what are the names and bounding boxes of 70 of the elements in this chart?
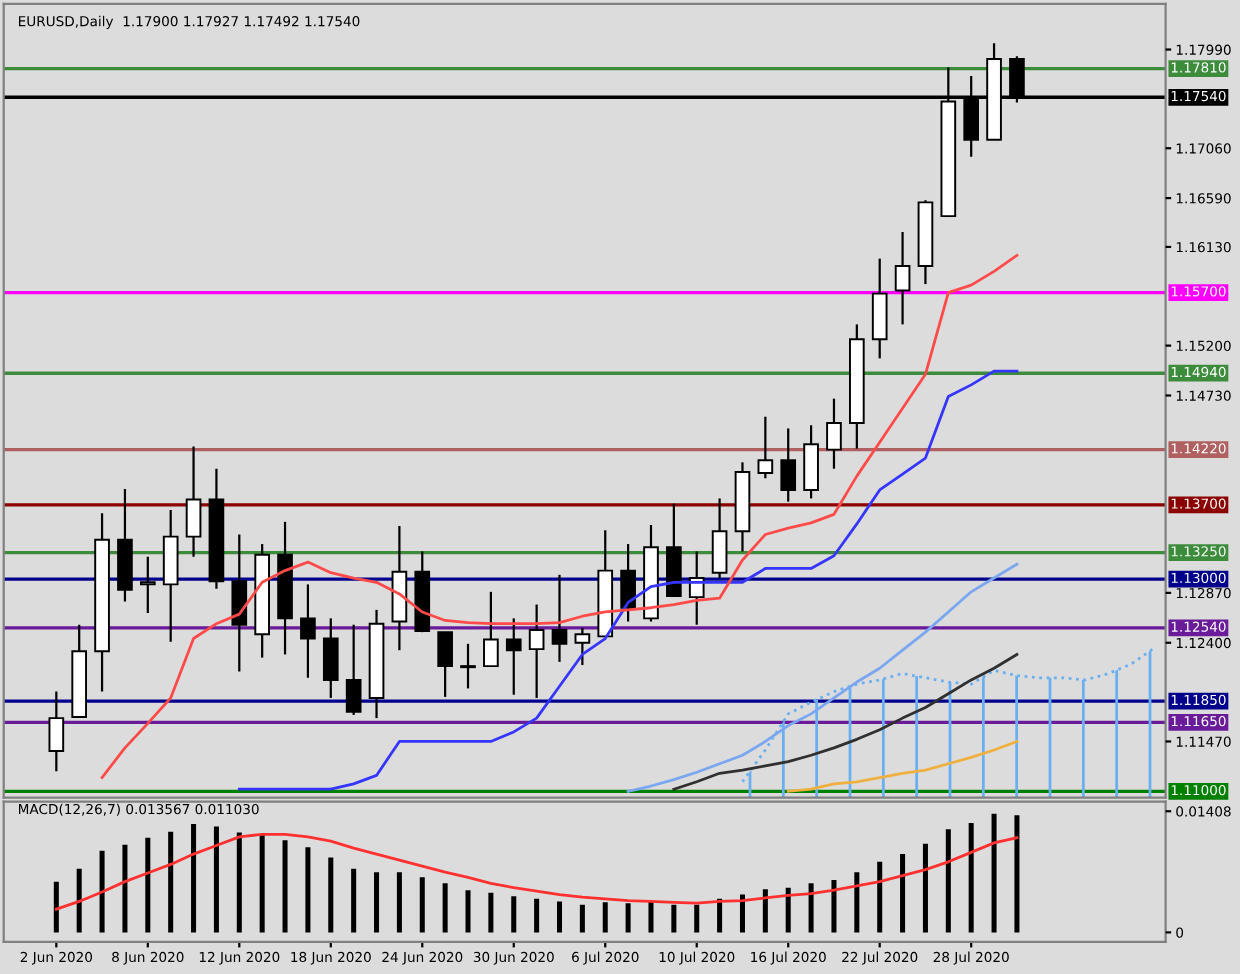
bar (785, 887, 791, 933)
bar (534, 898, 540, 933)
bar (922, 843, 928, 933)
bar (625, 903, 631, 933)
bar (305, 847, 311, 933)
bar (808, 883, 814, 933)
bar (877, 861, 883, 933)
bar (648, 901, 654, 933)
candlestick (757, 415, 774, 480)
candlestick (826, 397, 842, 470)
candlestick (300, 583, 316, 679)
candlestick (231, 533, 248, 673)
bar (1014, 815, 1020, 933)
candlestick (162, 509, 179, 643)
line-series (237, 369, 1019, 791)
bar (465, 890, 471, 933)
line-series (100, 254, 1019, 779)
candlestick (871, 257, 888, 360)
candlestick (185, 445, 202, 558)
bar (854, 872, 860, 933)
candlestick (48, 690, 65, 773)
line-series (626, 562, 1019, 793)
bar (168, 831, 174, 933)
candlestick (574, 626, 591, 667)
bar (968, 823, 974, 933)
bar (991, 813, 997, 933)
candlestick (711, 497, 728, 580)
candlestick (322, 617, 339, 700)
bar (213, 826, 219, 933)
bar (511, 896, 517, 933)
bar (122, 844, 128, 933)
bar (831, 879, 837, 933)
bar (53, 881, 59, 933)
bar (419, 877, 425, 933)
bar (99, 850, 105, 933)
candlestick (139, 555, 156, 615)
bar (259, 834, 265, 933)
candlestick (551, 573, 568, 663)
bar (762, 889, 768, 933)
candlestick (437, 631, 453, 698)
bar (236, 832, 242, 933)
candlestick (483, 590, 499, 668)
candlestick (460, 642, 476, 690)
candlestick (528, 603, 545, 700)
bar (945, 829, 951, 933)
candlestick (620, 542, 636, 623)
bar (556, 901, 563, 933)
bar (396, 872, 402, 933)
bar (328, 857, 334, 933)
bar (671, 904, 677, 933)
candlestick (780, 427, 797, 503)
candlestick (345, 623, 362, 717)
candlestick (894, 230, 911, 326)
bar (191, 823, 197, 933)
line-series (54, 832, 1019, 911)
bar (442, 883, 448, 933)
bar (900, 854, 906, 933)
bar (351, 868, 357, 933)
line-series (672, 653, 1019, 791)
bar (602, 902, 608, 933)
bar (579, 904, 585, 933)
bar (145, 837, 151, 933)
bar (488, 892, 494, 933)
bar (282, 840, 288, 933)
bar (374, 872, 380, 933)
candlestick (803, 424, 819, 500)
bar (694, 904, 700, 933)
bar (76, 868, 82, 933)
candlestick (505, 617, 522, 696)
line-series (786, 740, 1019, 793)
